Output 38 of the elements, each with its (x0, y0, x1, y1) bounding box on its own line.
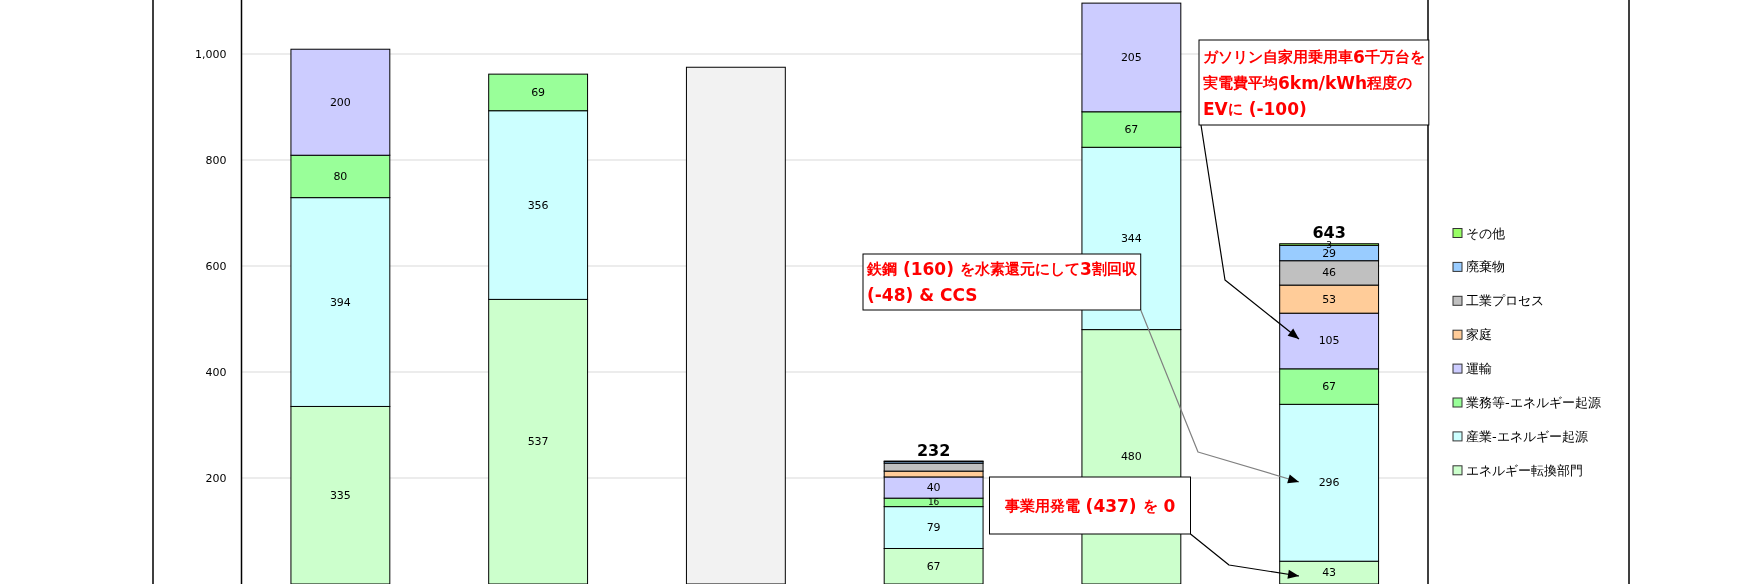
data-label: 200 (329, 95, 351, 109)
data-label: 79 (926, 521, 941, 535)
data-label: 67 (1322, 380, 1337, 394)
data-label: 344 (1120, 231, 1142, 245)
text: ガソリン自家用乗用車6千万台を実電費平均6km/kWh程度のEVに (-100) (1203, 46, 1425, 119)
annotation: 事業用発電 (437) を 0 (1003, 495, 1176, 516)
data-label: 80 (333, 169, 348, 183)
y-tick-label: 400 (205, 365, 227, 379)
legend-label: 廃棄物 (1466, 259, 1505, 275)
data-label: 356 (527, 198, 549, 212)
data-label: 67 (926, 559, 941, 573)
data-label: 43 (1322, 566, 1337, 580)
legend-label: 家庭 (1466, 327, 1492, 343)
data-label: 69 (531, 85, 546, 99)
legend-label: エネルギー転換部門 (1466, 462, 1583, 478)
legend-label: 工業プロセス (1466, 293, 1544, 309)
data-label: 296 (1318, 476, 1340, 490)
data-label: 335 (329, 488, 351, 502)
legend-label: その他 (1466, 225, 1505, 241)
data-label: 16 (927, 497, 940, 508)
data-label: 53 (1322, 292, 1337, 306)
y-tick-label: 1,000 (195, 47, 227, 61)
y-tick-label: 800 (205, 153, 227, 167)
y-tick-label: 200 (205, 471, 227, 485)
data-label: 480 (1120, 450, 1142, 464)
data-label: 205 (1120, 50, 1142, 64)
y-tick-label: 600 (205, 259, 227, 273)
data-label: 67 (1124, 123, 1139, 137)
data-label: 394 (329, 295, 351, 309)
legend-label: 運輸 (1466, 361, 1492, 377)
total-label: 232 (916, 440, 951, 460)
legend-label: 業務等-エネルギー起源 (1466, 395, 1601, 410)
text: 鉄鋼 (160) を水素還元にして3割回収(-48) & CCS (867, 259, 1137, 305)
data-label: 46 (1322, 266, 1337, 280)
legend-label: 産業-エネルギー起源 (1466, 428, 1588, 444)
data-label: 537 (527, 435, 549, 449)
data-label: 105 (1318, 334, 1340, 348)
data-label: 40 (926, 481, 941, 495)
